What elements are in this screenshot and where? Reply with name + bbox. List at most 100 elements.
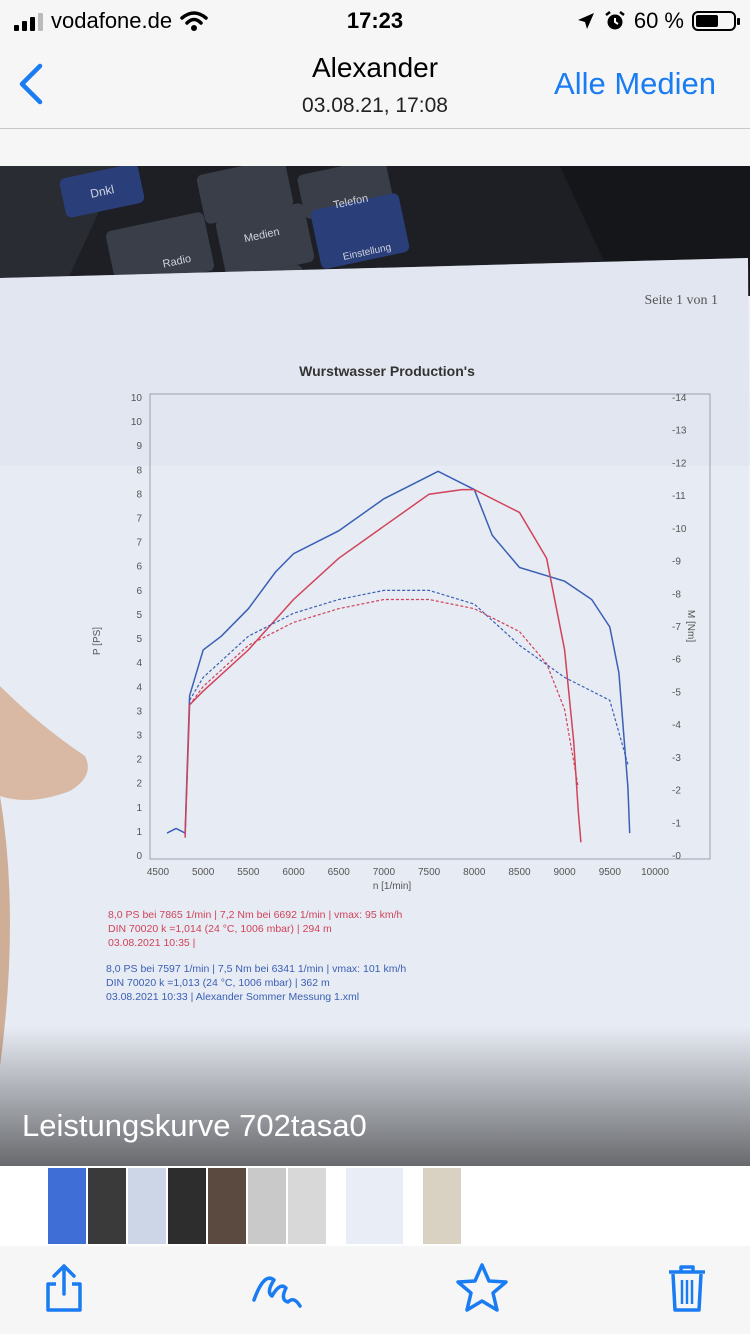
y2-tick-label: -8 [672, 589, 681, 600]
thumbnail[interactable] [48, 1168, 86, 1244]
y2-tick-label: -14 [672, 393, 687, 404]
chart-series-group [166, 470, 631, 843]
thumbnail[interactable] [208, 1168, 246, 1244]
x-tick-label: 5000 [192, 867, 215, 878]
y-tick-label: 5 [136, 610, 142, 621]
x-tick-label: 4500 [147, 867, 170, 878]
x-tick-label: 8000 [463, 867, 486, 878]
thumbnail-strip[interactable] [0, 1166, 750, 1246]
all-media-button[interactable]: Alle Medien [554, 66, 716, 101]
y2-tick-label: -1 [672, 818, 681, 829]
y-tick-label: 4 [136, 682, 142, 693]
photo-caption: Leistungskurve 702tasa0 [22, 1108, 367, 1143]
series-line-2 [184, 488, 582, 843]
bottom-toolbar [0, 1246, 750, 1334]
status-bar: vodafone.de 17:23 60 % [0, 0, 750, 40]
wifi-icon [180, 11, 208, 31]
x-tick-label: 5500 [237, 867, 260, 878]
x-tick-label: 7500 [418, 867, 441, 878]
chart-axes: 4500 5000 5500 6000 6500 7000 7500 8000 8500 9000… [131, 393, 687, 878]
y-tick-label: 7 [136, 514, 142, 525]
y2-tick-label: -2 [672, 786, 681, 797]
x-tick-label: 9500 [599, 867, 622, 878]
photo-image: Dnkl Medien Telefon Radio Einstellung Se… [0, 166, 750, 1166]
note-red-3: 03.08.2021 10:35 | [108, 937, 195, 949]
thumbnail[interactable] [288, 1168, 326, 1244]
share-icon[interactable] [42, 1262, 86, 1314]
y2-tick-label: -9 [672, 557, 681, 568]
series-line-1 [166, 470, 631, 835]
status-right: 60 % [576, 8, 740, 34]
y-tick-label: 1 [136, 827, 142, 838]
alarm-icon [605, 11, 625, 30]
photo-viewer[interactable]: Dnkl Medien Telefon Radio Einstellung Se… [0, 166, 750, 1166]
y-tick-label: 0 [136, 851, 142, 862]
note-red-2: DIN 70020 k =1,014 (24 °C, 1006 mbar) | … [108, 923, 332, 935]
y-tick-label: 3 [136, 706, 142, 717]
cell-signal-icon [14, 11, 43, 31]
battery-percent: 60 % [633, 8, 684, 33]
y2-tick-label: -13 [672, 426, 687, 437]
y-tick-label: 10 [131, 417, 143, 428]
car-radio-label: Radio [162, 253, 193, 271]
y-tick-label: 4 [136, 658, 142, 669]
note-red-1: 8,0 PS bei 7865 1/min | 7,2 Nm bei 6692 … [108, 909, 403, 921]
y-tick-label: 10 [131, 393, 143, 404]
y2-tick-label: -3 [672, 753, 681, 764]
thumbnail[interactable] [423, 1168, 461, 1244]
y-tick-label: 8 [136, 489, 142, 500]
y2-tick-label: -12 [672, 458, 687, 469]
y-tick-label: 3 [136, 730, 142, 741]
x-axis-label: n [1/min] [373, 881, 412, 892]
y-tick-label: 2 [136, 779, 142, 790]
note-blue-2: DIN 70020 k =1,013 (24 °C, 1006 mbar) | … [106, 977, 330, 989]
y2-tick-label: -11 [672, 491, 686, 502]
markup-icon[interactable] [250, 1262, 304, 1314]
y-tick-label: 6 [136, 562, 142, 573]
status-time: 17:23 [346, 8, 404, 33]
favorite-star-icon[interactable] [454, 1262, 510, 1314]
page-label: Seite 1 von 1 [645, 293, 719, 308]
y2-axis-label: M [Nm] [685, 610, 696, 642]
thumbnail[interactable] [248, 1168, 286, 1244]
nav-bar: Alexander 03.08.21, 17:08 Alle Medien [0, 40, 750, 129]
y-tick-label: 8 [136, 465, 142, 476]
chart-title: Wurstwasser Production's [299, 363, 475, 379]
y-tick-label: 2 [136, 755, 142, 766]
y-tick-label: 5 [136, 634, 142, 645]
status-left: vodafone.de [14, 8, 208, 34]
note-blue-3: 03.08.2021 10:33 | Alexander Sommer Mess… [106, 991, 359, 1003]
nav-subtitle: 03.08.21, 17:08 [302, 94, 448, 117]
y-tick-label: 7 [136, 538, 142, 549]
y2-tick-label: -6 [672, 655, 681, 666]
y-tick-label: 9 [136, 441, 142, 452]
x-tick-label: 9000 [554, 867, 577, 878]
thumbnail-current[interactable] [346, 1168, 403, 1244]
thumbnail[interactable] [128, 1168, 166, 1244]
y2-tick-label: -0 [672, 851, 681, 862]
x-tick-label: 7000 [373, 867, 396, 878]
x-tick-label: 10000 [641, 867, 669, 878]
battery-icon [692, 11, 740, 31]
y2-tick-label: -5 [672, 687, 681, 698]
thumbnail[interactable] [88, 1168, 126, 1244]
trash-icon[interactable] [665, 1262, 709, 1314]
y2-tick-label: -4 [672, 720, 681, 731]
x-tick-label: 8500 [508, 867, 531, 878]
series-line-4 [189, 598, 579, 788]
y-tick-label: 1 [136, 803, 142, 814]
car-dnkl-label: Dnkl [89, 182, 115, 201]
back-chevron-icon[interactable] [14, 62, 48, 106]
y2-tick-label: -7 [672, 622, 681, 633]
series-line-3 [189, 589, 629, 765]
y-tick-label: 6 [136, 586, 142, 597]
thumbnail[interactable] [168, 1168, 206, 1244]
carrier-label: vodafone.de [51, 8, 173, 33]
x-tick-label: 6000 [282, 867, 305, 878]
y2-tick-label: -10 [672, 524, 687, 535]
location-arrow-icon [577, 13, 594, 29]
nav-title: Alexander [311, 52, 439, 83]
note-blue-1: 8,0 PS bei 7597 1/min | 7,5 Nm bei 6341 … [106, 963, 406, 975]
y-axis-label: P [PS] [92, 627, 103, 655]
x-tick-label: 6500 [328, 867, 351, 878]
